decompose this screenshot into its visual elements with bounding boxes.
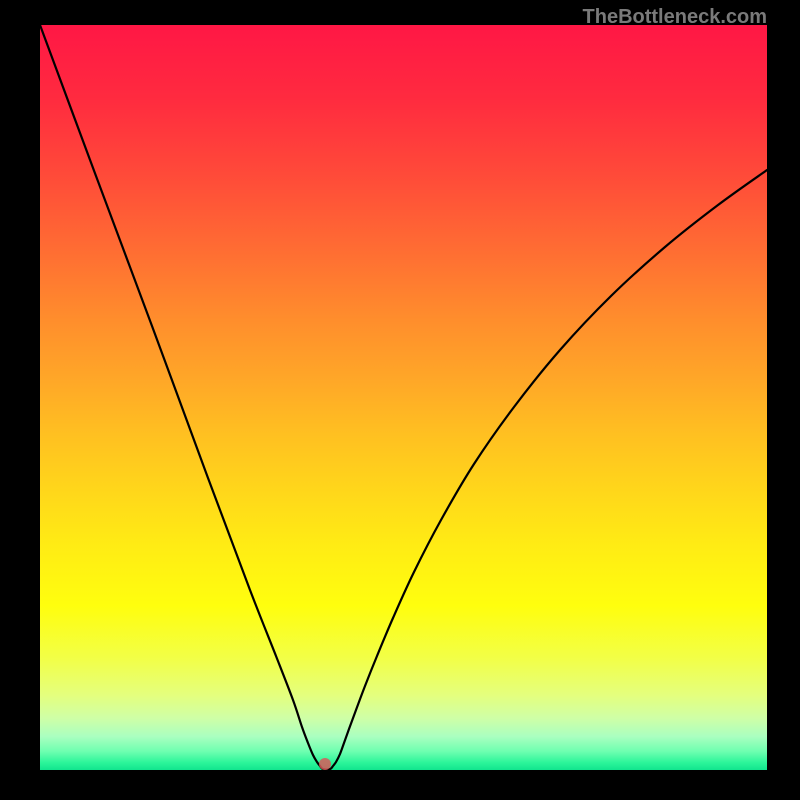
bottleneck-curve xyxy=(40,25,767,770)
optimum-marker xyxy=(319,758,331,770)
curve-path xyxy=(40,25,767,770)
watermark-text: TheBottleneck.com xyxy=(583,6,767,29)
chart-container: TheBottleneck.com xyxy=(0,0,800,800)
plot-area xyxy=(40,25,767,770)
